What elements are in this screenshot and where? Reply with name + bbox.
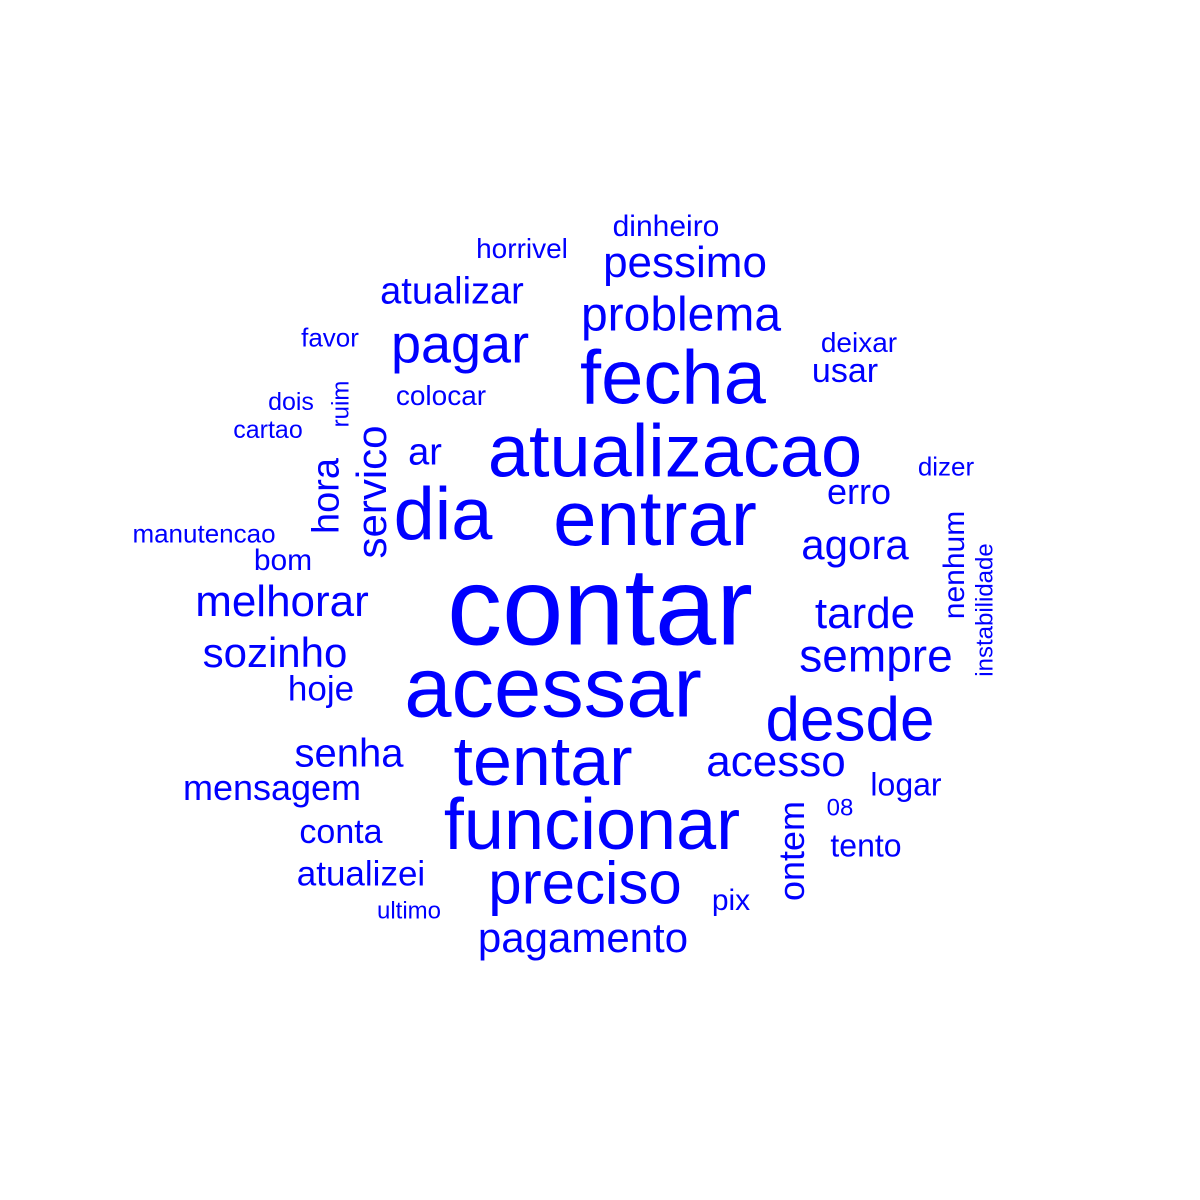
word-dinheiro: dinheiro <box>613 210 720 243</box>
word-instabilidade: instabilidade <box>972 543 999 676</box>
word-dia: dia <box>394 473 494 556</box>
word-colocar: colocar <box>396 380 486 411</box>
word-tento: tento <box>830 828 901 864</box>
word-problema: problema <box>581 288 781 341</box>
word-08: 08 <box>827 795 854 822</box>
word-senha: senha <box>295 731 405 775</box>
word-pagar: pagar <box>391 314 529 374</box>
word-manutencao: manutencao <box>132 518 275 548</box>
word-tentar: tentar <box>454 722 633 800</box>
word-sozinho: sozinho <box>203 629 348 676</box>
word-cartao: cartao <box>233 416 302 444</box>
word-ruim: ruim <box>328 381 355 428</box>
word-acesso: acesso <box>706 737 845 786</box>
word-funcionar: funcionar <box>444 785 740 865</box>
word-ar: ar <box>408 432 442 474</box>
word-servico: servico <box>348 425 395 558</box>
word-pessimo: pessimo <box>603 238 767 287</box>
word-dois: dois <box>268 388 314 416</box>
word-mensagem: mensagem <box>183 767 361 808</box>
word-atualizei: atualizei <box>297 855 425 894</box>
word-nenhum: nenhum <box>938 511 971 619</box>
word-usar: usar <box>812 352 878 390</box>
word-dizer: dizer <box>918 451 975 481</box>
word-acessar: acessar <box>404 641 702 736</box>
word-erro: erro <box>827 471 891 512</box>
word-conta: conta <box>299 813 382 851</box>
word-logar: logar <box>870 767 942 803</box>
word-ontem: ontem <box>771 801 812 901</box>
word-hoje: hoje <box>288 670 354 709</box>
word-tarde: tarde <box>815 589 915 638</box>
word-horrivel: horrivel <box>476 233 568 264</box>
word-atualizar: atualizar <box>380 271 524 313</box>
word-bom: bom <box>254 544 312 577</box>
word-pagamento: pagamento <box>478 914 688 961</box>
word-entrar: entrar <box>553 474 757 562</box>
word-sempre: sempre <box>799 630 952 682</box>
word-ultimo: ultimo <box>377 898 441 925</box>
word-hora: hora <box>306 457 348 534</box>
word-melhorar: melhorar <box>195 577 369 626</box>
word-agora: agora <box>801 521 909 568</box>
word-favor: favor <box>301 322 359 352</box>
word-preciso: preciso <box>488 850 681 917</box>
word-fecha: fecha <box>580 335 767 420</box>
word-contar: contar <box>447 546 753 669</box>
word-deixar: deixar <box>821 327 897 358</box>
word-atualizacao: atualizacao <box>488 410 862 493</box>
word-pix: pix <box>712 884 750 917</box>
word-desde: desde <box>766 685 935 754</box>
